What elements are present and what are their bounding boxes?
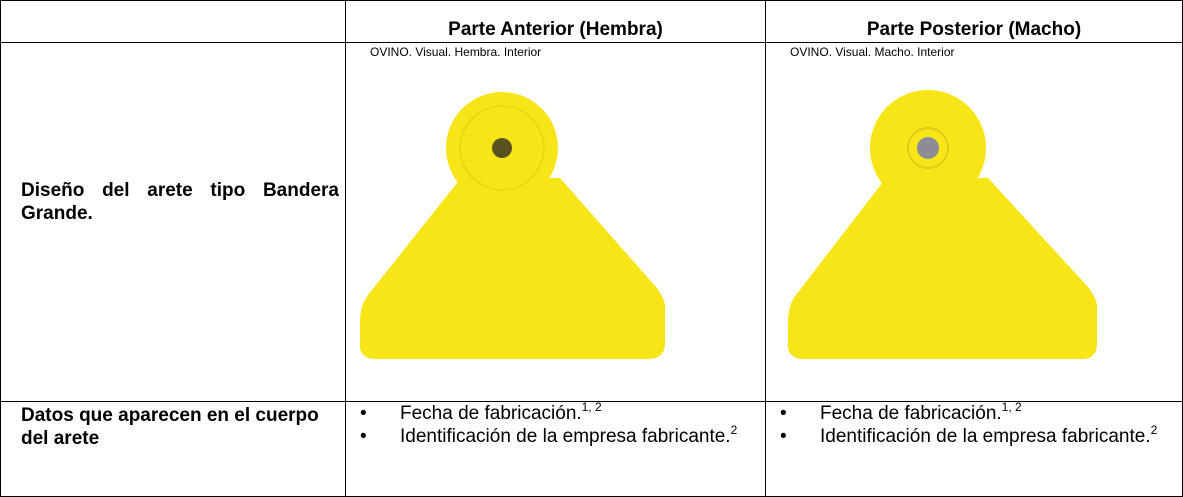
header-row: Parte Anterior (Hembra) Parte Posterior …	[0, 0, 1183, 43]
list-item: • Identificación de la empresa fabricante…	[780, 423, 1158, 447]
ear-tag-male	[788, 90, 1097, 359]
item-text: Identificación de la empresa fabricante.	[820, 426, 1151, 447]
list-item: • Identificación de la empresa fabricante…	[360, 423, 738, 447]
ear-tag-female	[360, 92, 665, 359]
footnote-ref: 1, 2	[1001, 400, 1022, 414]
image-caption: OVINO. Visual. Macho. Interior	[790, 45, 955, 59]
item-text: Fecha de fabricación.	[820, 403, 1002, 424]
empty-cell	[0, 0, 346, 43]
footnote-ref: 1, 2	[581, 400, 602, 414]
list-item: • Fecha de fabricación.1, 2	[360, 400, 602, 424]
list-cell: • Fecha de fabricación.1, 2 • Identificaci…	[345, 400, 766, 497]
design-row: Diseño del arete tipo Bandera Grande. OV…	[0, 42, 1183, 402]
list-item: • Fecha de fabricación.1, 2	[780, 400, 1022, 424]
header-cell: Parte Posterior (Macho)	[765, 0, 1183, 43]
footnote-ref: 2	[730, 423, 738, 437]
image-cell: OVINO. Visual. Macho. Interior	[765, 42, 1183, 402]
list-cell: • Fecha de fabricación.1, 2 • Identificaci…	[765, 400, 1183, 497]
image-cell: OVINO. Visual. Hembra. Interior	[345, 42, 766, 402]
data-row: Datos que aparecen en el cuerpo del aret…	[0, 400, 1183, 497]
footnote-ref: 2	[1150, 423, 1158, 437]
row-label: Diseño del arete tipo Bandera Grande.	[0, 42, 346, 402]
item-text: Fecha de fabricación.	[400, 403, 582, 424]
header-cell: Parte Anterior (Hembra)	[345, 0, 766, 43]
item-text: Identificación de la empresa fabricante.	[400, 426, 731, 447]
row-label: Datos que aparecen en el cuerpo del aret…	[0, 401, 346, 497]
image-caption: OVINO. Visual. Hembra. Interior	[370, 45, 542, 59]
